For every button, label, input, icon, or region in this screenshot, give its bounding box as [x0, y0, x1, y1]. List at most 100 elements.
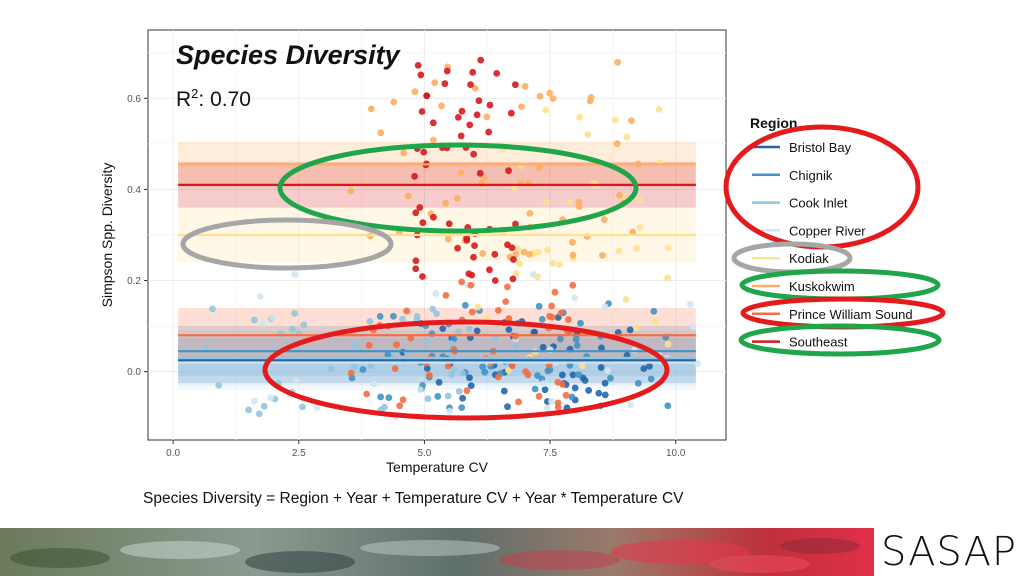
x-axis-label: Temperature CV: [386, 459, 489, 475]
data-point: [646, 362, 653, 370]
data-point: [411, 88, 419, 95]
data-point: [655, 105, 663, 113]
data-point: [566, 361, 574, 369]
data-point: [536, 164, 543, 172]
data-point: [564, 316, 572, 323]
data-point: [467, 281, 475, 289]
data-point: [259, 319, 267, 327]
data-point: [413, 313, 421, 320]
data-point: [548, 302, 556, 310]
data-point: [445, 220, 453, 228]
x-tick-label: 10.0: [666, 448, 686, 459]
data-point: [483, 113, 491, 121]
data-point: [381, 403, 388, 411]
data-point: [512, 250, 520, 258]
data-point: [543, 404, 551, 412]
data-point: [393, 341, 400, 349]
data-point: [568, 238, 576, 246]
data-point: [466, 121, 474, 129]
data-point: [423, 92, 431, 100]
data-point: [454, 328, 462, 336]
data-point: [558, 371, 566, 379]
data-point: [526, 250, 533, 258]
data-point: [631, 346, 638, 354]
data-point: [455, 387, 463, 395]
y-tick-label: 0.2: [127, 276, 141, 287]
x-tick-label: 7.5: [543, 448, 557, 459]
data-point: [504, 241, 511, 249]
r2-superscript: 2: [191, 86, 199, 101]
footer-photo-strip: [0, 528, 1024, 576]
data-point: [419, 219, 427, 227]
legend-label: Chignik: [789, 168, 833, 183]
data-point: [512, 342, 519, 350]
data-point: [300, 321, 308, 329]
data-point: [571, 294, 579, 302]
data-point: [448, 340, 456, 348]
data-point: [367, 362, 375, 370]
chart-title: Species Diversity: [176, 40, 400, 70]
data-point: [457, 132, 465, 140]
data-point: [417, 71, 425, 79]
data-point: [647, 375, 655, 383]
data-point: [549, 95, 557, 103]
data-point: [604, 367, 612, 374]
legend: Region Bristol Bay Chignik Cook Inlet Copper…: [750, 115, 913, 350]
data-point: [260, 402, 268, 410]
data-point: [569, 281, 577, 289]
data-point: [453, 194, 461, 202]
data-point: [601, 379, 609, 387]
data-point: [633, 324, 640, 332]
legend-label: Kodiak: [789, 251, 829, 266]
y-tick-label: 0.6: [127, 94, 141, 105]
data-point: [347, 369, 355, 377]
data-point: [365, 341, 373, 349]
data-point: [494, 373, 502, 381]
data-point: [245, 406, 253, 414]
data-point: [363, 390, 371, 398]
data-point: [476, 169, 484, 177]
data-point: [473, 327, 481, 335]
data-point: [578, 362, 586, 369]
data-point: [511, 184, 519, 192]
data-point: [614, 58, 622, 66]
data-point: [493, 69, 501, 77]
data-point: [459, 369, 467, 377]
data-point: [535, 302, 543, 310]
data-point: [377, 129, 385, 137]
data-point: [416, 204, 424, 211]
data-point: [531, 328, 538, 336]
data-point: [442, 199, 449, 207]
data-point: [504, 283, 511, 291]
data-point: [446, 407, 453, 415]
data-point: [454, 244, 462, 252]
data-point: [539, 380, 547, 388]
data-point: [627, 117, 635, 124]
annotation-ellipses: [180, 124, 946, 421]
data-point: [627, 401, 634, 409]
data-point: [481, 368, 489, 376]
footer-photo-image: [0, 528, 1024, 576]
r2-value: : 0.70: [198, 88, 251, 111]
model-formula: Species Diversity = Region + Year + Temp…: [143, 490, 684, 507]
data-point: [251, 397, 258, 405]
data-point: [521, 83, 529, 90]
data-point: [548, 397, 555, 405]
data-point: [541, 386, 549, 394]
data-point: [384, 351, 392, 358]
data-point: [636, 196, 643, 204]
data-point: [416, 386, 424, 393]
data-point: [534, 273, 541, 281]
data-point: [551, 288, 559, 296]
data-point: [571, 384, 579, 392]
data-point: [543, 198, 551, 206]
data-point: [597, 364, 605, 371]
data-point: [576, 113, 583, 121]
data-point: [587, 93, 595, 101]
data-point: [351, 363, 358, 371]
data-point: [505, 326, 513, 334]
data-point: [549, 260, 557, 267]
data-point: [466, 374, 473, 382]
data-point: [518, 103, 525, 111]
data-point: [429, 305, 437, 313]
